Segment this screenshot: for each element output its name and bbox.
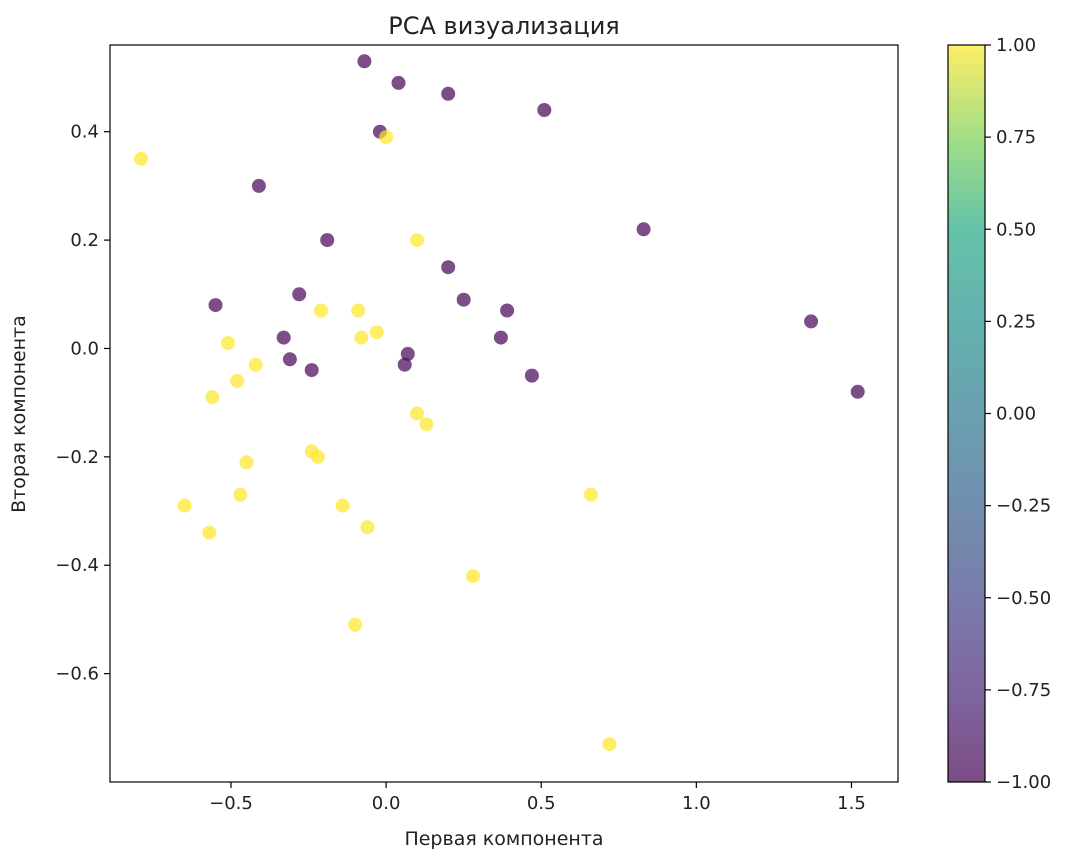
scatter-point xyxy=(292,287,307,302)
scatter-point xyxy=(208,298,223,313)
scatter-point xyxy=(335,498,350,513)
colorbar-tick-label: 0.75 xyxy=(996,127,1036,148)
scatter-point xyxy=(360,520,375,535)
x-tick-label: 0.0 xyxy=(372,793,401,814)
scatter-point xyxy=(239,455,254,470)
scatter-point xyxy=(410,233,425,248)
x-tick-label: 1.0 xyxy=(682,793,711,814)
y-axis-label: Вторая компонента xyxy=(8,315,30,513)
x-axis-ticks: −0.5 0.0 0.5 1.0 1.5 xyxy=(209,782,866,814)
scatter-point xyxy=(397,357,412,372)
scatter-point xyxy=(500,303,515,318)
scatter-point xyxy=(804,314,819,329)
scatter-point xyxy=(441,260,456,275)
scatter-point xyxy=(177,498,192,513)
colorbar xyxy=(948,45,985,782)
scatter-point xyxy=(636,222,651,237)
y-tick-label: −0.4 xyxy=(55,555,99,576)
scatter-point xyxy=(524,368,539,383)
y-tick-label: −0.6 xyxy=(55,664,99,685)
scatter-point xyxy=(314,303,328,318)
scatter-point xyxy=(583,487,598,502)
x-tick-label: 0.5 xyxy=(527,793,556,814)
scatter-point xyxy=(230,374,245,388)
scatter-point xyxy=(410,406,425,421)
colorbar-tick-label: −0.25 xyxy=(996,496,1051,517)
colorbar-tick-label: 1.00 xyxy=(996,35,1036,56)
colorbar-tick-label: 0.00 xyxy=(996,404,1036,425)
scatter-point xyxy=(320,233,335,248)
scatter-point xyxy=(456,292,471,307)
x-tick-label: −0.5 xyxy=(209,793,253,814)
scatter-point xyxy=(220,336,235,351)
scatter-point xyxy=(602,737,617,752)
y-tick-label: −0.2 xyxy=(55,447,99,468)
scatter-point xyxy=(493,330,508,345)
x-axis-label: Первая компонента xyxy=(404,828,603,850)
colorbar-ticks: 1.00 0.75 0.50 0.25 0.00 −0.25 −0.50 −0.75 −1.00 xyxy=(985,35,1051,793)
scatter-point xyxy=(205,390,220,405)
y-axis-ticks: −0.6 −0.4 −0.2 0.0 0.2 0.4 xyxy=(55,122,110,685)
scatter-point xyxy=(357,54,372,69)
scatter-point xyxy=(391,75,406,90)
scatter-point xyxy=(419,417,434,432)
scatter-point xyxy=(369,325,384,340)
scatter-point xyxy=(400,346,415,361)
scatter-point xyxy=(276,330,291,345)
scatter-point xyxy=(304,363,319,378)
y-tick-label: 0.4 xyxy=(70,122,99,143)
scatter-point xyxy=(310,449,325,464)
scatter-point xyxy=(348,617,363,632)
scatter-point xyxy=(233,487,248,502)
colorbar-tick-label: −0.50 xyxy=(996,588,1051,609)
x-tick-label: 1.5 xyxy=(837,793,866,814)
colorbar-tick-label: 0.25 xyxy=(996,311,1036,332)
chart-title: PCA визуализация xyxy=(388,12,619,40)
scatter-point xyxy=(251,178,266,193)
scatter-points xyxy=(134,54,865,752)
colorbar-tick-label: −0.75 xyxy=(996,680,1051,701)
scatter-point xyxy=(134,151,148,166)
plot-area-frame xyxy=(109,44,899,783)
scatter-point xyxy=(354,330,369,345)
scatter-point xyxy=(441,86,456,101)
scatter-point xyxy=(248,357,263,372)
scatter-point xyxy=(282,352,297,367)
y-tick-label: 0.0 xyxy=(70,338,99,359)
scatter-point xyxy=(466,569,480,584)
scatter-point xyxy=(202,525,217,540)
scatter-point xyxy=(850,384,865,399)
scatter-point xyxy=(537,103,552,117)
scatter-point xyxy=(351,303,366,318)
y-tick-label: 0.2 xyxy=(70,230,99,251)
colorbar-tick-label: 0.50 xyxy=(996,219,1036,240)
colorbar-tick-label: −1.00 xyxy=(996,772,1051,793)
scatter-point xyxy=(379,130,394,145)
